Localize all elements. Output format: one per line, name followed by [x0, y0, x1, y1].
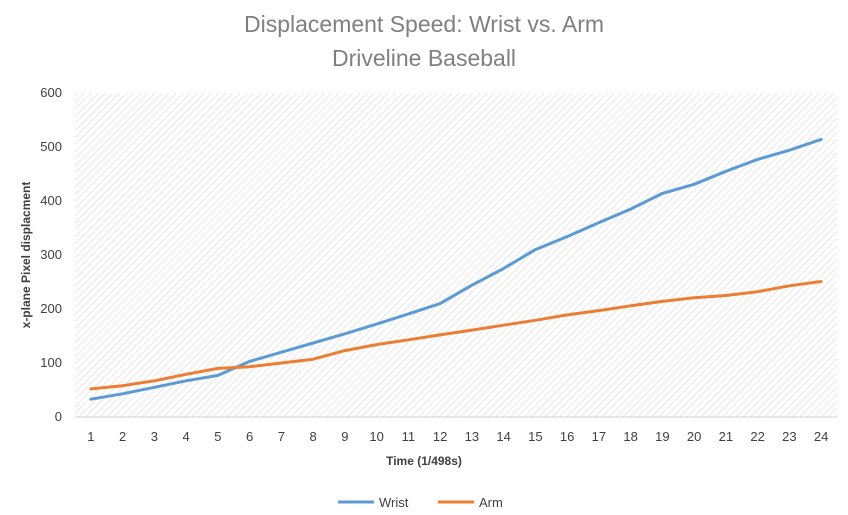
x-tick-label: 14: [496, 429, 510, 444]
y-tick-label: 600: [40, 85, 62, 100]
chart-subtitle: Driveline Baseball: [332, 45, 516, 71]
series-line-arm: [89, 280, 823, 391]
x-tick-label: 9: [341, 429, 348, 444]
x-tick-label: 7: [278, 429, 285, 444]
x-tick-label: 3: [151, 429, 158, 444]
x-tick-label: 1: [87, 429, 94, 444]
legend-label-arm: Arm: [479, 495, 503, 510]
x-tick-label: 12: [433, 429, 447, 444]
x-tick-label: 5: [214, 429, 221, 444]
y-axis: 0 100 200 300 400 500 600: [40, 85, 62, 424]
series-layer: [89, 137, 823, 401]
chart-title: Displacement Speed: Wrist vs. Arm: [244, 11, 604, 37]
legend-label-wrist: Wrist: [379, 495, 409, 510]
y-tick-label: 300: [40, 247, 62, 262]
y-tick-label: 400: [40, 193, 62, 208]
legend: Wrist Arm: [338, 495, 503, 510]
x-axis-title: Time (1/498s): [386, 454, 462, 468]
x-tick-label: 19: [655, 429, 669, 444]
x-tick-label: 8: [310, 429, 317, 444]
x-tick-label: 6: [246, 429, 253, 444]
x-tick-label: 17: [592, 429, 606, 444]
y-tick-label: 100: [40, 355, 62, 370]
plot-area: [75, 93, 837, 417]
x-tick-label: 4: [183, 429, 190, 444]
series-line-wrist: [89, 137, 823, 401]
y-tick-label: 500: [40, 139, 62, 154]
x-tick-label: 20: [687, 429, 701, 444]
y-tick-label: 0: [55, 409, 62, 424]
x-axis: 1 2 3 4 5 6 7 8 9 10 11 12 13 14 15 16 17 18 19 20 21 22 23 24: [75, 416, 837, 444]
x-tick-label: 2: [119, 429, 126, 444]
x-tick-label: 16: [560, 429, 574, 444]
y-axis-title: x-plane Pixel displacment: [19, 182, 33, 329]
x-tick-label: 21: [719, 429, 733, 444]
x-tick-label: 23: [782, 429, 796, 444]
x-tick-label: 13: [465, 429, 479, 444]
x-tick-label: 22: [750, 429, 764, 444]
x-tick-label: 11: [402, 429, 416, 444]
x-tick-label: 24: [814, 429, 828, 444]
y-tick-label: 200: [40, 301, 62, 316]
x-tick-label: 15: [528, 429, 542, 444]
x-tick-label: 10: [369, 429, 383, 444]
x-tick-label: 18: [623, 429, 637, 444]
